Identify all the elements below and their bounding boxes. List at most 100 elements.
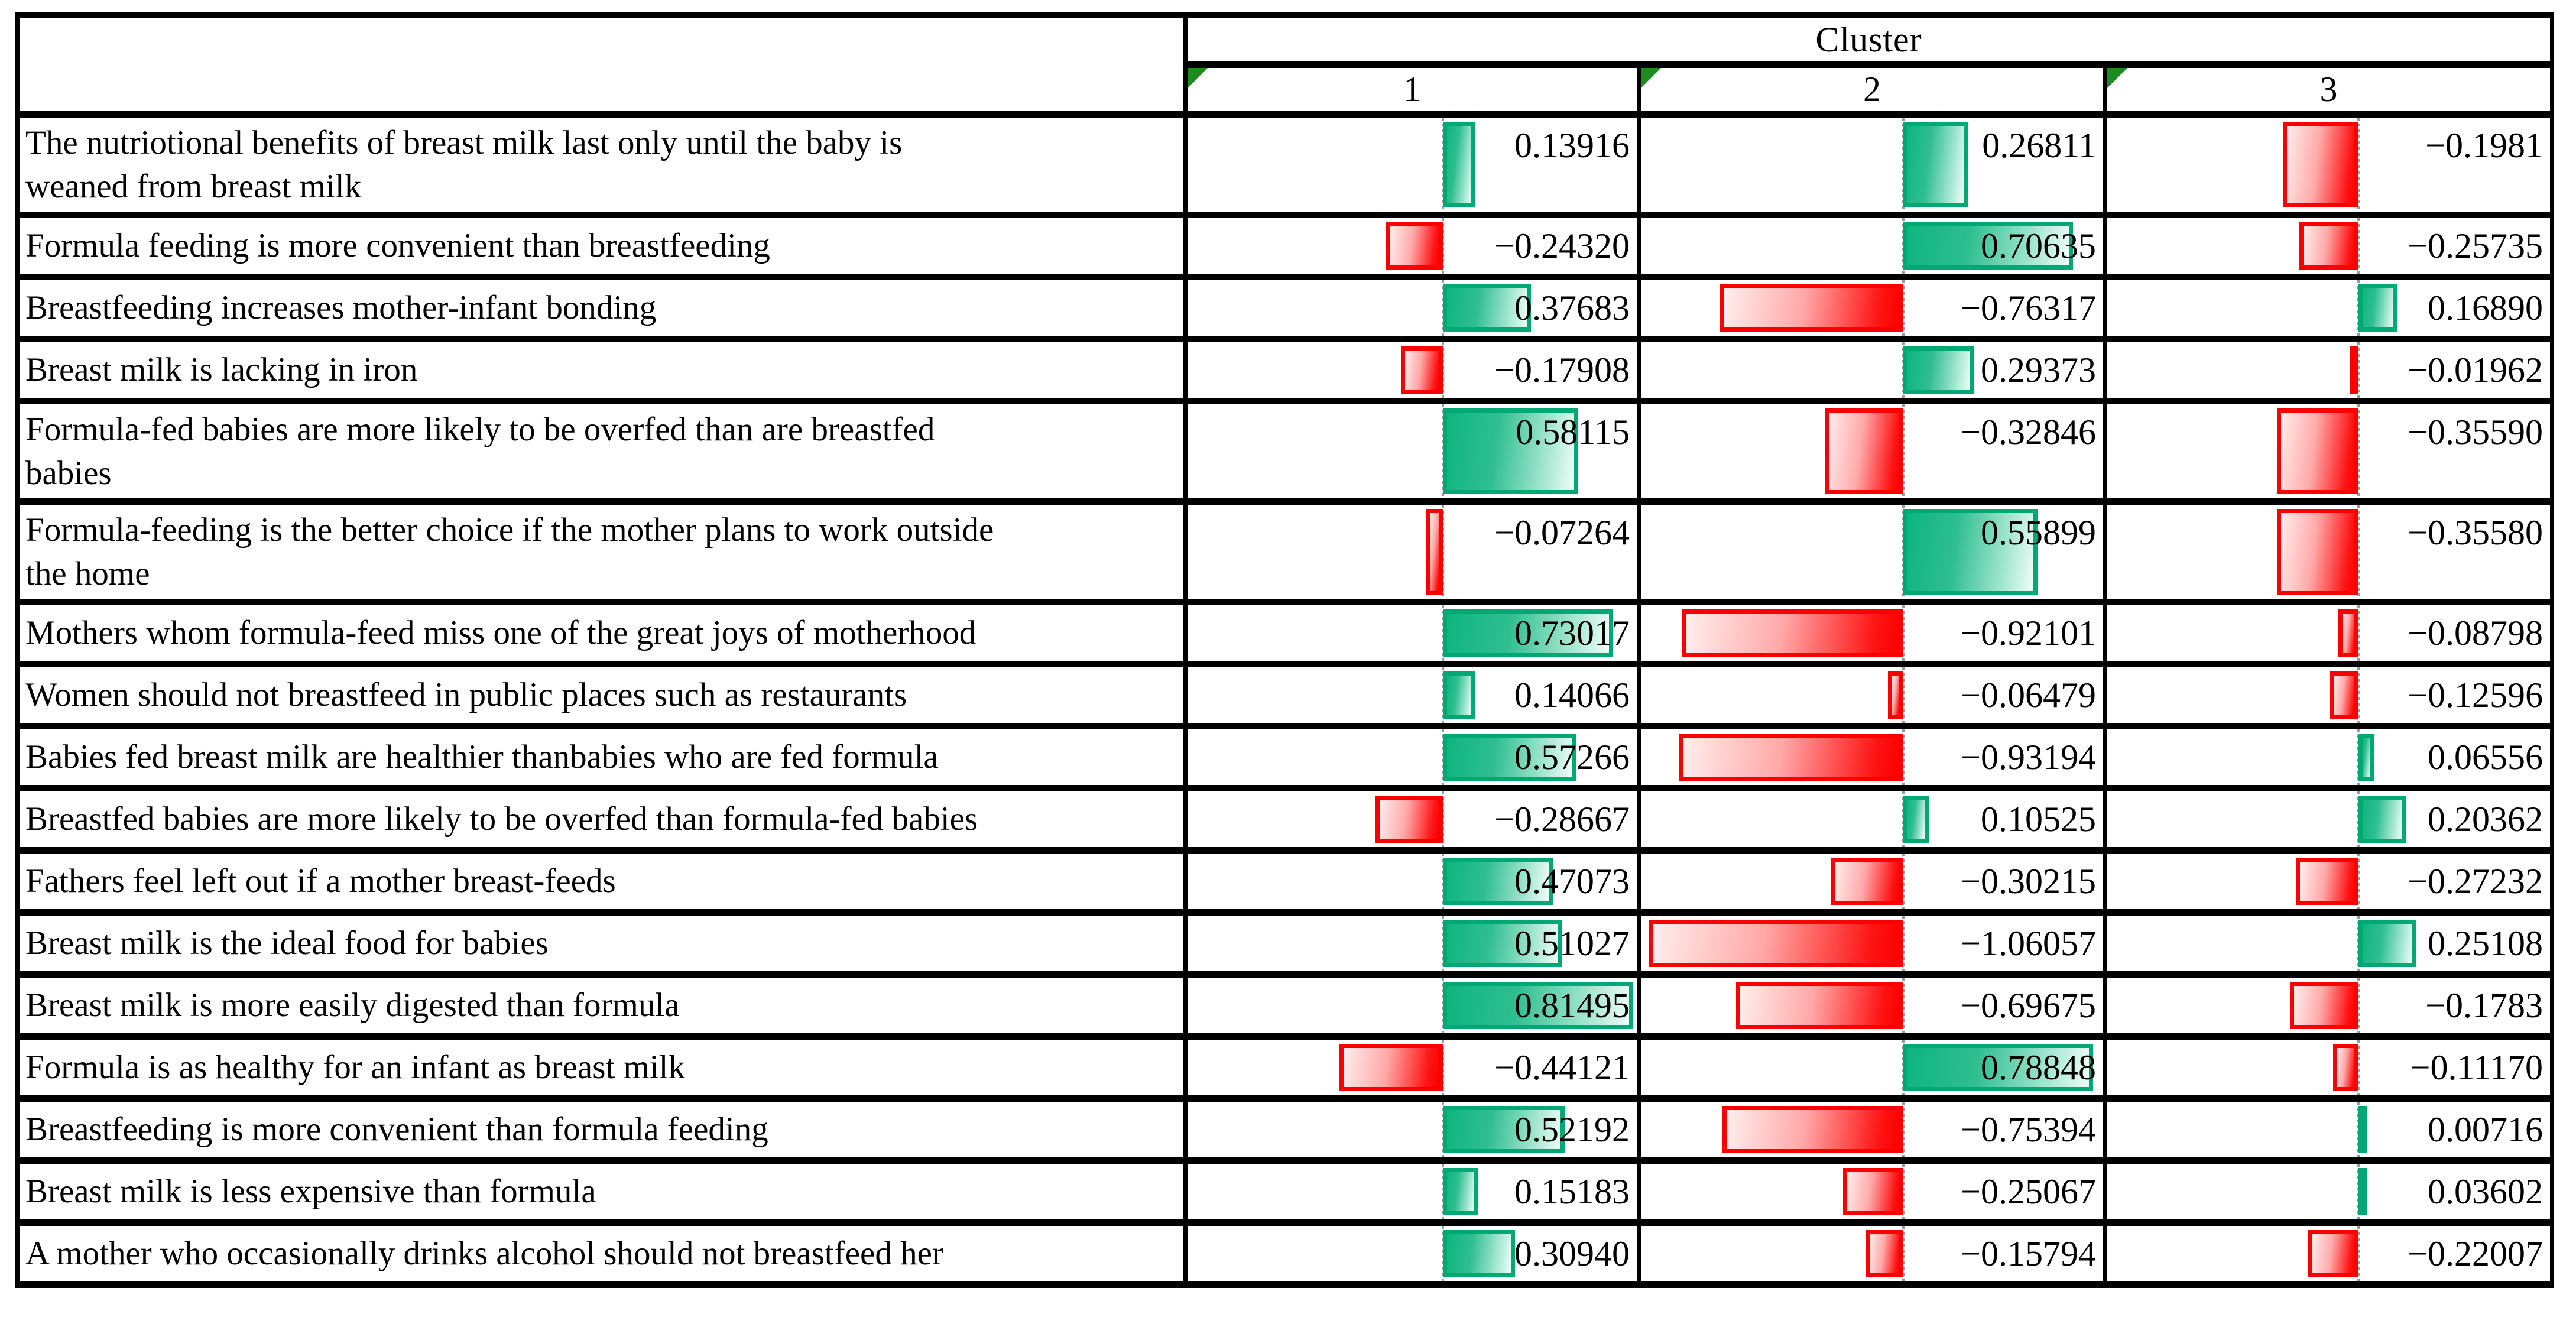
statement-text-line: Formula-feeding is the better choice if …: [25, 511, 994, 549]
cell-value: 0.30940: [1514, 1234, 1630, 1273]
value-cell-canvas: 0.78848: [1641, 1040, 2103, 1095]
cluster-1-value-cell: −0.07264: [1183, 498, 1641, 605]
negative-data-bar: [2289, 982, 2359, 1029]
table-row: Breast milk is the ideal food for babies…: [15, 909, 2554, 978]
cluster-2-value-cell: −0.75394: [1637, 1095, 2107, 1164]
table-row: Breast milk is less expensive than formu…: [15, 1157, 2554, 1226]
cell-value: 0.29373: [1981, 350, 2096, 390]
corner-triangle-icon: [1188, 68, 1208, 88]
statement-cell: Women should not breastfeed in public pl…: [15, 661, 1188, 729]
cluster-2-value-cell: 0.29373: [1637, 336, 2107, 404]
negative-data-bar: [2308, 1230, 2359, 1277]
value-cell-canvas: −0.92101: [1641, 605, 2103, 661]
value-cell-canvas: −0.11170: [2107, 1040, 2550, 1095]
table-row: Mothers whom formula-feed miss one of th…: [15, 599, 2554, 667]
cluster-2-value-cell: −0.92101: [1637, 599, 2107, 667]
value-cell-canvas: −0.30215: [1641, 854, 2103, 909]
table-row: A mother who occasionally drinks alcohol…: [15, 1219, 2554, 1288]
cluster-1-value-cell: 0.30940: [1183, 1219, 1641, 1288]
negative-data-bar: [1722, 1106, 1904, 1153]
value-cell-canvas: −0.76317: [1641, 280, 2103, 336]
cluster-3-value-cell: −0.01962: [2103, 336, 2554, 404]
cluster-2-value-cell: −0.32846: [1637, 398, 2107, 505]
cell-value: 0.55899: [1981, 512, 2096, 552]
cluster-1-value-cell: −0.28667: [1183, 785, 1641, 854]
cell-value: −1.06057: [1961, 923, 2096, 963]
negative-data-bar: [2296, 858, 2359, 905]
cell-value: −0.27232: [2408, 861, 2543, 901]
positive-data-bar: [1442, 122, 1475, 207]
cluster-3-value-cell: −0.08798: [2103, 599, 2554, 667]
cell-value: −0.07264: [1494, 512, 1630, 552]
value-cell-canvas: −0.1981: [2107, 118, 2550, 212]
value-cell-canvas: 0.51027: [1188, 916, 1637, 971]
statement-text-line: Breast milk is the ideal food for babies: [25, 924, 549, 962]
positive-data-bar: [1442, 858, 1553, 905]
table-row: Breastfeeding increases mother-infant bo…: [15, 274, 2554, 342]
positive-data-bar: [2358, 284, 2398, 332]
cell-value: 0.26811: [1982, 125, 2096, 165]
table-row: The nutriotional benefits of breast milk…: [15, 111, 2554, 218]
negative-data-bar: [1682, 609, 1904, 657]
statement-text-line: Formula feeding is more convenient than …: [25, 227, 770, 264]
negative-data-bar: [1865, 1230, 1904, 1277]
positive-data-bar: [1903, 122, 1968, 207]
negative-data-bar: [2338, 609, 2359, 657]
cell-value: 0.47073: [1514, 861, 1630, 901]
cell-value: 0.73017: [1514, 613, 1630, 653]
positive-data-bar: [1903, 509, 2038, 595]
statement-text-line: babies: [25, 454, 112, 492]
statement-cell: Mothers whom formula-feed miss one of th…: [15, 599, 1188, 667]
value-cell-canvas: −0.35580: [2107, 505, 2550, 599]
cluster-3-label: 3: [2319, 70, 2338, 109]
value-cell-canvas: 0.55899: [1641, 505, 2103, 599]
table-row: Breast milk is lacking in iron −0.17908 …: [15, 336, 2554, 404]
statement-cell: The nutriotional benefits of breast milk…: [15, 111, 1188, 218]
value-cell-canvas: −0.69675: [1641, 978, 2103, 1033]
cell-value: 0.20362: [2428, 799, 2543, 839]
cell-value: −0.35580: [2408, 512, 2543, 552]
cluster-3-value-cell: −0.1783: [2103, 971, 2554, 1040]
cluster-3-value-cell: 0.03602: [2103, 1157, 2554, 1226]
cell-value: 0.81495: [1514, 985, 1630, 1025]
cluster-2-header: 2: [1637, 61, 2107, 118]
positive-data-bar: [1442, 982, 1633, 1029]
negative-data-bar: [2276, 509, 2359, 595]
negative-data-bar: [2330, 671, 2359, 719]
value-cell-canvas: −0.17908: [1188, 342, 1637, 398]
cell-value: 0.10525: [1981, 799, 2096, 839]
cluster-1-value-cell: 0.13916: [1183, 111, 1641, 218]
positive-data-bar: [2358, 796, 2406, 843]
cluster-2-value-cell: 0.70635: [1637, 212, 2107, 280]
value-cell-canvas: 0.25108: [2107, 916, 2550, 971]
table-row: Formula feeding is more convenient than …: [15, 212, 2554, 280]
cluster-2-value-cell: −0.69675: [1637, 971, 2107, 1040]
cluster-2-value-cell: −0.93194: [1637, 723, 2107, 791]
statement-cell: A mother who occasionally drinks alcohol…: [15, 1219, 1188, 1288]
cluster-3-value-cell: 0.20362: [2103, 785, 2554, 854]
value-cell-canvas: −0.06479: [1641, 667, 2103, 723]
statement-text-line: Formula-fed babies are more likely to be…: [25, 410, 935, 448]
cluster-3-value-cell: 0.06556: [2103, 723, 2554, 791]
cluster-2-value-cell: −0.30215: [1637, 847, 2107, 916]
cluster-header-label: Cluster: [1183, 12, 2554, 68]
cluster-3-value-cell: −0.25735: [2103, 212, 2554, 280]
value-cell-canvas: 0.57266: [1188, 729, 1637, 785]
statement-cell: Formula is as healthy for an infant as b…: [15, 1033, 1188, 1102]
cluster-3-header: 3: [2103, 61, 2554, 118]
value-cell-canvas: 0.14066: [1188, 667, 1637, 723]
cluster-3-value-cell: −0.35580: [2103, 498, 2554, 605]
positive-data-bar: [1903, 796, 1929, 843]
statement-cell: Breast milk is less expensive than formu…: [15, 1157, 1188, 1226]
positive-data-bar: [1442, 1106, 1565, 1153]
statement-cell: Formula-fed babies are more likely to be…: [15, 398, 1188, 505]
cell-value: −0.32846: [1961, 412, 2096, 452]
statement-cell: Formula-feeding is the better choice if …: [15, 498, 1188, 605]
statement-cell: Breast milk is the ideal food for babies: [15, 909, 1188, 978]
cluster-2-value-cell: −0.06479: [1637, 661, 2107, 729]
statement-text-line: Formula is as healthy for an infant as b…: [25, 1049, 685, 1086]
value-cell-canvas: −0.93194: [1641, 729, 2103, 785]
table-row: Formula is as healthy for an infant as b…: [15, 1033, 2554, 1102]
cluster-1-value-cell: −0.24320: [1183, 212, 1641, 280]
cell-value: 0.70635: [1981, 226, 2096, 265]
